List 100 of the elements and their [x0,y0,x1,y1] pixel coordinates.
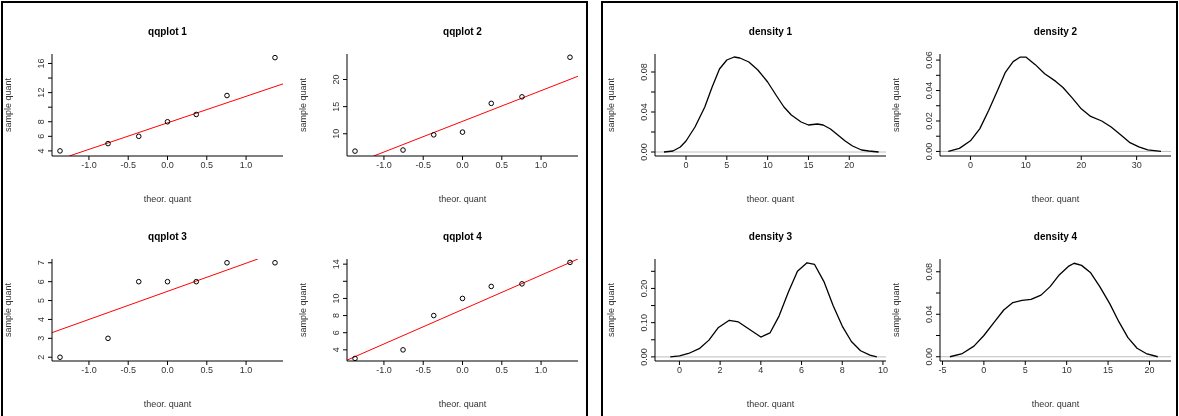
y-tick-label: 0.00 [924,347,934,366]
x-tick-label: -5 [938,365,947,376]
x-tick-label: -0.5 [415,365,431,376]
x-tick-label: 0 [967,160,973,171]
x-tick-label: 30 [1131,160,1142,171]
y-tick-label: 8 [36,119,46,125]
x-tick-label: 20 [844,160,855,171]
chart-title: density 3 [747,231,794,242]
x-tick-label: 20 [1144,365,1155,376]
y-tick-label: 5 [36,298,46,304]
x-tick-label: 4 [758,365,764,376]
y-tick-label: 0.04 [924,305,934,324]
x-axis-title: theor. quant [746,399,795,409]
x-axis-title: theor. quant [438,399,487,409]
y-tick-label: 0.04 [924,81,934,100]
x-tick-label: 0.0 [456,365,469,376]
x-tick-label: 0.5 [200,160,214,171]
y-tick-label: 0.20 [639,279,649,298]
y-axis-title: sample quant [298,282,309,338]
y-tick-label: 4 [331,347,341,353]
chart-title: density 1 [747,26,794,37]
y-axis-title: sample quant [606,282,617,338]
y-tick-label: 6 [331,330,341,336]
y-tick-label: 16 [36,58,46,69]
y-tick-label: 0.10 [639,313,649,332]
x-tick-label: -0.5 [120,365,136,376]
y-tick-label: 4 [36,316,46,322]
x-tick-label: 0 [676,365,682,376]
chart-title: qqplot 4 [442,231,483,242]
line-series [669,262,878,358]
y-tick-label: 0.08 [639,63,649,81]
x-tick-label: 10 [877,365,888,376]
y-tick-label: 15 [331,101,341,112]
chart-title: density 4 [1032,231,1079,242]
y-tick-label: 8 [331,313,341,319]
y-tick-label: 4 [36,148,46,154]
x-axis-title: theor. quant [438,194,487,204]
x-tick-label: 0 [981,365,987,376]
line-series [663,56,880,153]
y-tick-label: 6 [36,279,46,285]
x-tick-label: -1.0 [376,160,392,171]
y-tick-label: 0.00 [639,143,649,161]
x-tick-label: 1.0 [239,160,253,171]
x-tick-label: 0 [683,160,689,171]
x-tick-label: 15 [803,160,814,171]
y-tick-label: 2 [36,354,46,360]
x-axis-title: theor. quant [1031,194,1080,204]
y-tick-label: 7 [36,260,46,266]
x-tick-label: 8 [839,365,845,376]
x-axis-title: theor. quant [143,399,192,409]
x-tick-label: 10 [762,160,773,171]
x-axis-title: theor. quant [746,194,795,204]
x-tick-label: 0.0 [161,160,174,171]
x-tick-label: -0.5 [120,160,136,171]
y-tick-label: 0.00 [639,348,649,366]
x-tick-label: 1.0 [239,365,253,376]
x-axis-title: theor. quant [1031,399,1080,409]
x-tick-label: 1.0 [534,365,548,376]
y-tick-label: 10 [331,128,341,139]
x-tick-label: -1.0 [376,365,392,376]
chart-title: qqplot 3 [147,231,188,242]
y-tick-label: 12 [36,87,46,98]
x-tick-label: 1.0 [534,160,548,171]
x-tick-label: 0.5 [495,365,509,376]
y-axis-title: sample quant [3,282,14,338]
y-tick-label: 14 [331,259,341,270]
x-tick-label: 10 [1061,365,1072,376]
line-series [949,262,1159,358]
x-axis-title: theor. quant [143,194,192,204]
chart-title: qqplot 2 [442,26,483,37]
x-tick-label: 0.5 [200,365,214,376]
y-axis-title: sample quant [891,77,902,133]
y-tick-label: 0.08 [924,262,934,281]
y-axis-title: sample quant [298,77,309,133]
x-tick-label: 15 [1103,365,1114,376]
y-tick-label: 6 [36,133,46,139]
chart-title: density 2 [1032,26,1079,37]
y-tick-label: 0.04 [639,103,649,121]
y-tick-label: 0.06 [924,51,934,69]
y-axis-title: sample quant [3,77,14,133]
x-tick-label: 2 [717,365,723,376]
y-tick-label: 3 [36,335,46,341]
y-axis-title: sample quant [891,282,902,338]
x-tick-label: -1.0 [81,160,97,171]
x-tick-label: 10 [1020,160,1031,171]
y-tick-label: 20 [331,74,341,85]
line-series [947,56,1162,153]
x-tick-label: 0.0 [456,160,469,171]
x-tick-label: -1.0 [81,365,97,376]
y-axis-title: sample quant [606,77,617,133]
x-tick-label: 0.0 [161,365,174,376]
y-tick-label: 0.00 [924,142,934,161]
x-tick-label: 20 [1076,160,1087,171]
x-tick-label: 5 [1022,365,1028,376]
y-tick-label: 10 [331,293,341,304]
x-tick-label: 5 [724,160,730,171]
chart-title: qqplot 1 [147,26,188,37]
x-tick-label: -0.5 [415,160,431,171]
x-tick-label: 0.5 [495,160,509,171]
y-tick-label: 0.02 [924,112,934,130]
